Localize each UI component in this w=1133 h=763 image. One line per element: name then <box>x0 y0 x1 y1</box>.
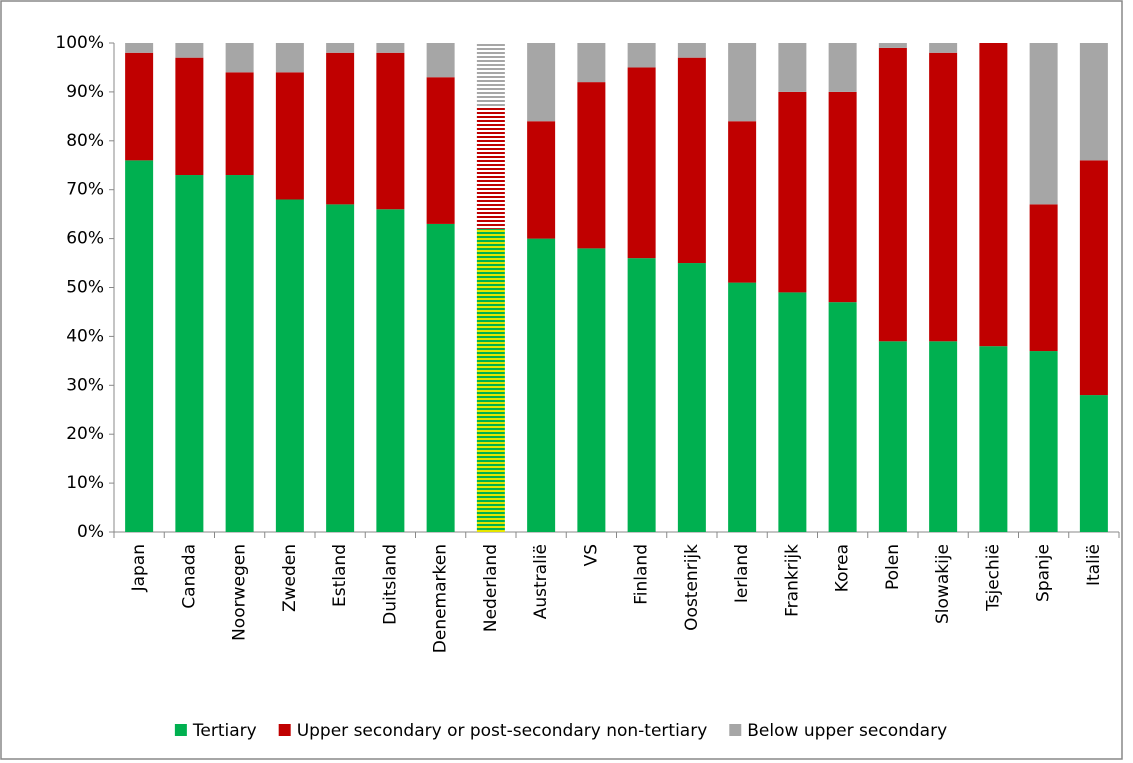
bar-segment <box>275 199 304 533</box>
bar-segment <box>1029 43 1058 205</box>
bar-segment <box>225 43 254 73</box>
bar-segment <box>979 346 1008 532</box>
bar-segment <box>929 43 958 53</box>
x-tick-label: Nederland <box>481 544 501 632</box>
bar-segment <box>828 91 857 303</box>
bar-segment <box>778 43 807 92</box>
bar-segment <box>627 258 656 532</box>
bar-segment <box>426 77 455 224</box>
bar-segment <box>778 292 807 532</box>
x-tick-label: Duitsland <box>380 544 400 625</box>
x-tick-label: Korea <box>833 544 853 592</box>
bar-segment <box>677 57 706 264</box>
bar-segment <box>476 228 505 532</box>
y-tick-label: 60% <box>66 229 104 249</box>
y-tick-label: 50% <box>66 278 104 298</box>
bar-segment <box>225 175 254 532</box>
bar-segment <box>979 43 1008 347</box>
bar-segment <box>527 43 556 122</box>
legend-swatch <box>729 724 742 736</box>
x-tick-label: Slowakije <box>933 544 953 624</box>
y-tick-label: 40% <box>66 326 104 346</box>
x-tick-label: VS <box>581 544 601 566</box>
y-tick-label: 10% <box>66 473 104 493</box>
bar-segment <box>1079 395 1108 532</box>
x-tick-label: Denemarken <box>431 544 451 653</box>
bar-segment <box>275 72 304 200</box>
bar-segment <box>728 121 757 283</box>
x-tick-label: Canada <box>179 544 199 609</box>
bar-segment <box>175 175 204 532</box>
bar-segment <box>476 106 505 229</box>
bar-segment <box>577 248 606 532</box>
x-tick-label: Australië <box>531 544 551 619</box>
bar-segment <box>527 121 556 239</box>
bar-segment <box>326 52 355 205</box>
x-tick-label: Oostenrijk <box>682 544 702 631</box>
bar-segment <box>376 43 405 53</box>
bar-segment <box>627 67 656 259</box>
legend-swatch <box>278 724 291 736</box>
y-tick-label: 90% <box>66 82 104 102</box>
bar-segment <box>1029 204 1058 352</box>
x-tick-label: Noorwegen <box>230 544 250 641</box>
legend: Tertiary Upper secondary or post-secondar… <box>174 721 947 741</box>
bar-segment <box>828 43 857 92</box>
bar-segment <box>426 43 455 78</box>
bar-segment <box>1029 351 1058 532</box>
bar-segment <box>275 43 304 73</box>
bar-segment <box>326 204 355 532</box>
y-tick-label: 80% <box>66 131 104 151</box>
bar-segment <box>125 160 154 533</box>
bar-segment <box>125 52 154 161</box>
bar-segment <box>828 302 857 532</box>
x-tick-label: Frankrijk <box>782 544 802 617</box>
bar-segment <box>728 43 757 122</box>
y-tick-label: 0% <box>77 522 104 542</box>
x-tick-label: Estland <box>330 544 350 607</box>
bar-segment <box>627 43 656 68</box>
bar-segment <box>527 238 556 532</box>
bar-segment <box>878 47 907 342</box>
y-tick-label: 70% <box>66 180 104 200</box>
y-tick-label: 100% <box>55 33 104 53</box>
x-tick-label: Zweden <box>280 544 300 612</box>
bar-segment <box>677 43 706 58</box>
bar-segment <box>376 52 405 210</box>
x-tick-label: Polen <box>883 544 903 590</box>
bar-segment <box>878 43 907 48</box>
bar-segment <box>1079 160 1108 396</box>
x-tick-label: Ierland <box>732 544 752 603</box>
y-tick-label: 20% <box>66 424 104 444</box>
bar-segment <box>1079 43 1108 161</box>
bar-segment <box>778 91 807 293</box>
legend-label: Below upper secondary <box>747 721 947 741</box>
bar-segment <box>225 72 254 176</box>
x-tick-label: Finland <box>632 544 652 605</box>
bar-segment <box>577 82 606 249</box>
x-tick-label: Tsjechië <box>983 544 1003 612</box>
bar-segment <box>175 43 204 58</box>
legend-label: Upper secondary or post-secondary non-te… <box>297 721 708 741</box>
bar-segment <box>929 52 958 342</box>
bar-segment <box>125 43 154 53</box>
bar-segment <box>728 282 757 532</box>
y-tick-label: 30% <box>66 375 104 395</box>
legend-swatch <box>174 724 187 736</box>
bar-segment <box>878 341 907 532</box>
bar-segment <box>577 43 606 83</box>
bar-segment <box>326 43 355 53</box>
bar-segment <box>376 209 405 532</box>
x-tick-label: Italië <box>1084 544 1104 586</box>
bar-segment <box>426 223 455 532</box>
bar-segment <box>929 341 958 532</box>
bar-segment <box>476 43 505 107</box>
x-tick-label: Spanje <box>1034 544 1054 602</box>
x-tick-label: Japan <box>129 544 149 592</box>
bar-segment <box>677 263 706 532</box>
legend-label: Tertiary <box>192 721 257 741</box>
bar-segment <box>175 57 204 176</box>
